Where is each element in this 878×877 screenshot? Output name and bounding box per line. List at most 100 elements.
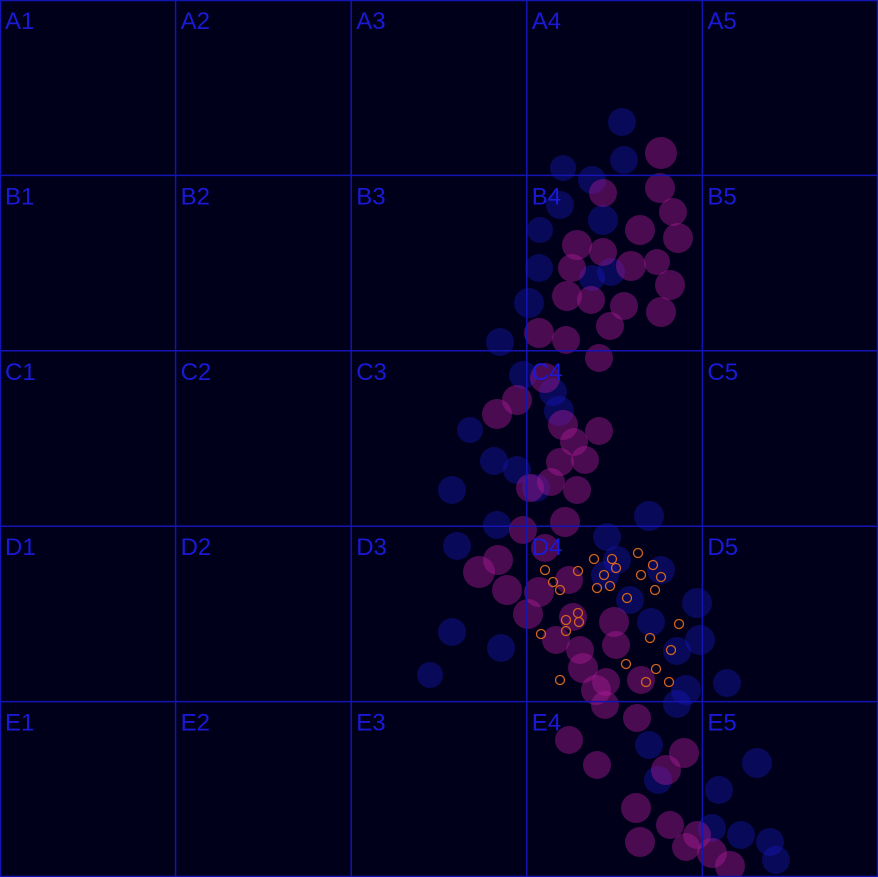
blue-particle	[705, 776, 733, 804]
orange-marker	[640, 676, 652, 688]
cell-label-d3: D3	[356, 534, 387, 561]
orange-marker	[644, 632, 656, 644]
magenta-particle	[542, 626, 570, 654]
orange-marker	[620, 658, 632, 670]
magenta-particle	[644, 249, 670, 275]
blue-particle	[756, 828, 784, 856]
orange-marker	[588, 553, 600, 565]
cell-label-e2: E2	[181, 710, 210, 737]
cell-label-c2: C2	[181, 359, 212, 386]
magenta-particle	[548, 410, 578, 440]
blue-particle	[514, 288, 544, 318]
blue-particle	[713, 669, 741, 697]
magenta-particle	[492, 575, 522, 605]
magenta-particle	[625, 827, 655, 857]
blue-particle	[634, 501, 664, 531]
magenta-particle	[645, 137, 677, 169]
magenta-particle	[596, 312, 624, 340]
magenta-particle	[599, 607, 629, 637]
blue-particle	[480, 447, 508, 475]
magenta-particle	[560, 428, 588, 456]
cell-label-a3: A3	[356, 8, 385, 35]
magenta-particle	[656, 811, 684, 839]
orange-marker	[606, 553, 618, 565]
blue-particle	[682, 588, 712, 618]
orange-marker	[632, 547, 644, 559]
orange-marker	[655, 571, 667, 583]
magenta-particle	[655, 270, 685, 300]
magenta-particle	[483, 545, 513, 575]
cell-label-c3: C3	[356, 359, 387, 386]
blue-particle	[616, 586, 644, 614]
orange-marker	[573, 616, 585, 628]
magenta-particle	[715, 851, 745, 877]
magenta-particle	[623, 704, 651, 732]
blue-particle	[438, 618, 466, 646]
blue-particle	[608, 108, 636, 136]
cell-label-c4: C4	[532, 359, 563, 386]
blue-particle	[579, 265, 605, 291]
blue-particle	[742, 748, 772, 778]
magenta-particle	[659, 198, 687, 226]
blue-particle	[443, 532, 471, 560]
cell-label-d4: D4	[532, 534, 563, 561]
cell-label-a5: A5	[707, 8, 736, 35]
cell-label-a2: A2	[181, 8, 210, 35]
orange-marker	[610, 562, 622, 574]
magenta-particle	[550, 507, 580, 537]
particle-layer	[417, 108, 790, 877]
blue-particle	[663, 637, 691, 665]
magenta-particle	[530, 363, 560, 393]
cell-label-b5: B5	[707, 183, 736, 210]
cell-label-b2: B2	[181, 183, 210, 210]
orange-marker	[539, 564, 551, 576]
magenta-particle	[546, 448, 574, 476]
magenta-particle	[646, 297, 676, 327]
orange-marker	[635, 569, 647, 581]
blue-particle	[546, 191, 574, 219]
magenta-particle	[524, 577, 554, 607]
blue-particle	[762, 846, 790, 874]
magenta-particle	[568, 653, 598, 683]
magenta-particle	[625, 215, 655, 245]
blue-particle	[685, 625, 715, 655]
orange-marker	[665, 644, 677, 656]
orange-marker	[554, 584, 566, 596]
magenta-particle	[645, 173, 675, 203]
cell-label-d2: D2	[181, 534, 212, 561]
magenta-particle	[591, 691, 619, 719]
cell-label-c1: C1	[5, 359, 36, 386]
blue-particle	[671, 675, 701, 705]
orange-marker	[547, 576, 559, 588]
magenta-particle	[571, 446, 599, 474]
cell-label-d5: D5	[707, 534, 738, 561]
cell-label-d1: D1	[5, 534, 36, 561]
magenta-particle	[509, 516, 537, 544]
magenta-particle	[524, 318, 554, 348]
magenta-particle	[589, 238, 617, 266]
orange-marker	[560, 614, 572, 626]
blue-particle	[610, 146, 638, 174]
orange-marker	[621, 592, 633, 604]
cell-label-b1: B1	[5, 183, 34, 210]
magenta-particle	[672, 833, 700, 861]
blue-particle	[487, 634, 515, 662]
orange-marker	[598, 569, 610, 581]
blue-particle	[727, 821, 755, 849]
orange-marker	[554, 674, 566, 686]
magenta-particle	[552, 281, 582, 311]
blue-particle	[522, 474, 550, 502]
cell-labels: A1 A2 A3 A4 A5 B1 B2 B3 B4 B5 C1 C2 C3 C4 C5 D1 D2 D3 D4 D5…	[5, 8, 738, 737]
blue-particle	[597, 258, 625, 286]
cell-label-e1: E1	[5, 710, 34, 737]
blue-particle	[644, 766, 672, 794]
blue-particle	[509, 361, 537, 389]
magenta-particle	[697, 838, 727, 868]
orange-marker	[649, 584, 661, 596]
blue-particle	[539, 378, 567, 406]
cell-label-a4: A4	[532, 8, 561, 35]
magenta-particle	[589, 179, 617, 207]
magenta-particle	[555, 566, 583, 594]
